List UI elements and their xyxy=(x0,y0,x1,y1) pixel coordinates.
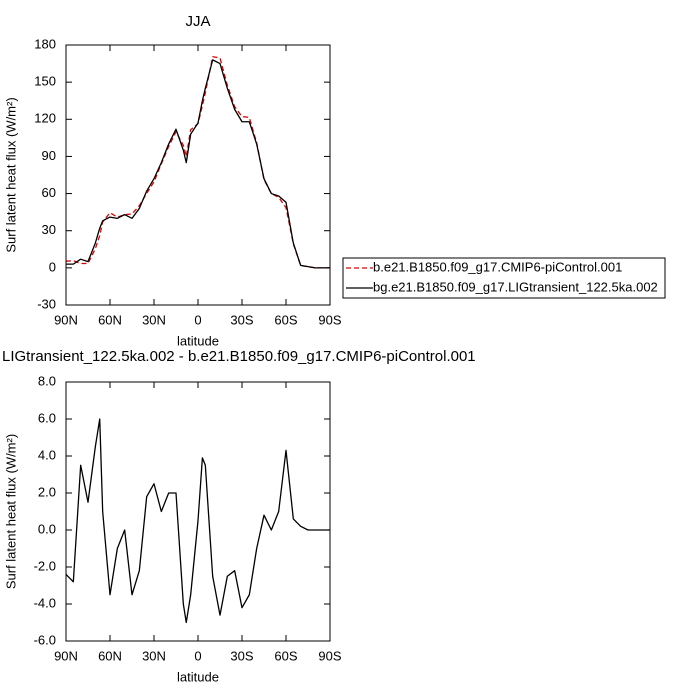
y-tick-label: 8.0 xyxy=(38,373,56,388)
y-tick-label: 120 xyxy=(34,111,56,126)
y-tick-label: 30 xyxy=(42,222,56,237)
x-tick-label: 90S xyxy=(318,648,341,663)
x-tick-label: 30S xyxy=(230,312,253,327)
x-tick-label: 60S xyxy=(274,312,297,327)
x-tick-label: 30S xyxy=(230,648,253,663)
y-tick-label: 0 xyxy=(49,259,56,274)
x-tick-label: 60S xyxy=(274,648,297,663)
x-tick-label: 90N xyxy=(54,312,78,327)
y-tick-label: 180 xyxy=(34,36,56,51)
x-tick-label: 30N xyxy=(142,648,166,663)
y-axis-label: Surf latent heat flux (W/m²) xyxy=(3,434,18,589)
x-axis-label: latitude xyxy=(177,333,219,348)
x-tick-label: 0 xyxy=(194,312,201,327)
y-tick-label: 4.0 xyxy=(38,447,56,462)
x-tick-label: 60N xyxy=(98,312,122,327)
chart-title: LIGtransient_122.5ka.002 - b.e21.B1850.f… xyxy=(2,348,476,365)
y-tick-label: -6.0 xyxy=(34,632,56,647)
y-tick-label: 2.0 xyxy=(38,484,56,499)
x-tick-label: 30N xyxy=(142,312,166,327)
x-tick-label: 90N xyxy=(54,648,78,663)
plot-frame xyxy=(65,44,331,306)
series-line xyxy=(65,418,330,624)
y-tick-label: 60 xyxy=(42,185,56,200)
chart-title: JJA xyxy=(185,13,210,30)
y-tick-label: -2.0 xyxy=(34,558,56,573)
y-tick-label: 0.0 xyxy=(38,521,56,536)
legend: b.e21.B1850.f09_g17.CMIP6-piControl.001b… xyxy=(342,257,666,299)
series-line xyxy=(65,56,330,269)
y-tick-label: 90 xyxy=(42,148,56,163)
x-tick-label: 60N xyxy=(98,648,122,663)
legend-label: bg.e21.B1850.f09_g17.LIGtransient_122.5k… xyxy=(373,279,658,294)
x-tick-label: 90S xyxy=(318,312,341,327)
y-tick-label: -30 xyxy=(37,296,56,311)
y-tick-label: 150 xyxy=(34,74,56,89)
x-tick-label: 0 xyxy=(194,648,201,663)
y-tick-label: -4.0 xyxy=(34,595,56,610)
y-axis-label: Surf latent heat flux (W/m²) xyxy=(3,97,18,252)
series-line xyxy=(66,59,330,269)
y-tick-label: 6.0 xyxy=(38,410,56,425)
legend-label: b.e21.B1850.f09_g17.CMIP6-piControl.001 xyxy=(373,259,622,274)
plot-frame xyxy=(65,381,331,642)
legend-frame xyxy=(342,257,666,299)
x-axis-label: latitude xyxy=(177,669,219,684)
